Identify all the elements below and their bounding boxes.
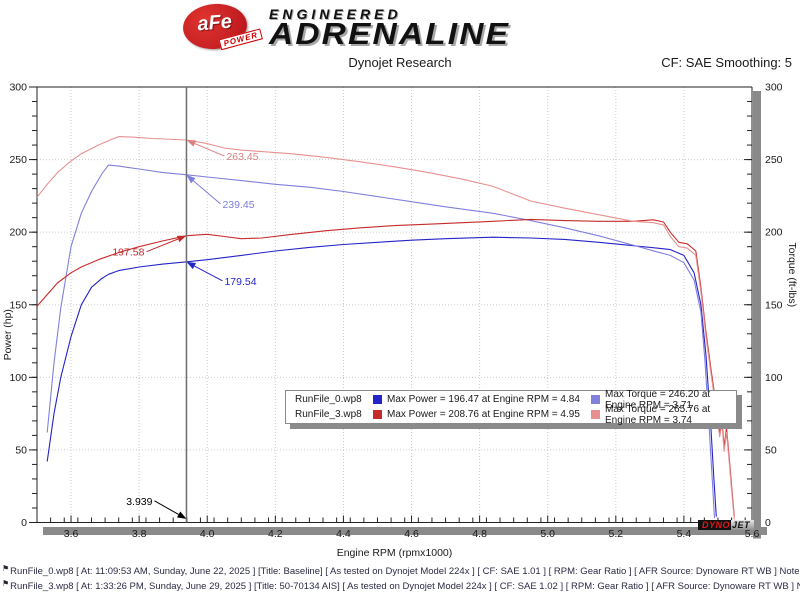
y-tick-label-left: 50 <box>15 444 27 456</box>
runfile-icon: ⚑ <box>2 579 10 588</box>
legend-max-power: Max Power = 196.47 at Engine RPM = 4.84 <box>387 394 580 405</box>
curve-runfile_3-power[interactable] <box>36 218 735 517</box>
run-info-line-runfile0: ⚑ RunFile_0.wp8 [ At: 11:09:53 AM, Sunda… <box>2 564 800 581</box>
run-info-line-runfile3: ⚑ RunFile_3.wp8 [ At: 1:33:26 PM, Sunday… <box>2 579 800 596</box>
y-tick-label-right: 50 <box>765 444 777 456</box>
legend-row-runfile0: RunFile_0.wp8 Max Power = 196.47 at Engi… <box>286 389 736 411</box>
y-tick-label-left: 250 <box>9 154 27 166</box>
afe-power-logo: aFe POWER <box>181 1 263 52</box>
page-title: Dynojet Research <box>348 55 452 70</box>
afe-power-brand: aFe POWER ENGINEERED ADRENALINE <box>181 1 508 52</box>
x-tick-label: 5.6 <box>745 528 760 540</box>
annotation-arrow-line <box>146 238 179 253</box>
legend-box[interactable]: RunFile_0.wp8 Max Power = 196.47 at Engi… <box>285 389 737 426</box>
x-axis-shadow-bar <box>43 527 767 535</box>
torque-swatch-runfile3 <box>591 410 600 419</box>
x-axis-title: Engine RPM (rpmx1000) <box>337 547 453 559</box>
power-swatch-runfile3 <box>373 410 382 419</box>
x-tick-label: 4.8 <box>472 528 487 540</box>
y-tick-label-right: 0 <box>765 517 771 529</box>
annotation-arrowhead <box>176 235 187 243</box>
annotation-arrow-line <box>154 500 179 515</box>
curve-runfile_0-power[interactable] <box>46 236 717 517</box>
dynojet-logo: DYNO JET <box>698 520 755 531</box>
y-tick-label-left: 0 <box>21 517 27 529</box>
legend-max-torque: Max Torque = 246.20 at Engine RPM = 3.71 <box>605 388 711 411</box>
y-tick-label-right: 200 <box>765 227 783 239</box>
y-tick-label-right: 300 <box>765 82 783 94</box>
y-tick-label-left: 200 <box>9 227 27 239</box>
x-tick-label: 3.6 <box>64 528 79 540</box>
run-info-text: RunFile_3.wp8 [ At: 1:33:26 PM, Sunday, … <box>10 581 800 592</box>
annotation-arrow-line <box>194 143 225 157</box>
annotation-arrowhead <box>186 140 197 147</box>
y-tick-label-left: 100 <box>9 372 27 384</box>
cf-smoothing-label: CF: SAE Smoothing: 5 <box>661 55 792 70</box>
y-tick-label-left: 150 <box>9 299 27 311</box>
brand-adrenaline: ADRENALINE <box>269 16 511 51</box>
run-info-text: RunFile_0.wp8 [ At: 11:09:53 AM, Sunday,… <box>10 566 800 577</box>
legend-file-name: RunFile_3.wp8 <box>295 409 362 420</box>
y-axis-title-torque: Torque (ft-lbs) <box>786 242 798 307</box>
legend-row-runfile3: RunFile_3.wp8 Max Power = 208.76 at Engi… <box>286 404 736 426</box>
y-tick-label-right: 250 <box>765 154 783 166</box>
x-tick-label: 4.2 <box>268 528 283 540</box>
legend-file-name: RunFile_0.wp8 <box>295 394 362 405</box>
afe-logo-text: aFe <box>196 10 233 36</box>
curve-runfile_0-torque[interactable] <box>46 164 716 519</box>
annotation-value-label: 3.939 <box>126 496 152 508</box>
annotation-arrowhead <box>176 511 187 519</box>
annotation-value-label: 263.45 <box>226 151 258 163</box>
annotation-arrow-line <box>192 180 221 205</box>
x-tick-label: 4.6 <box>404 528 419 540</box>
x-tick-label: 4.4 <box>336 528 351 540</box>
y-axis-title-power: Power (hp) <box>2 309 14 360</box>
runfile-icon: ⚑ <box>2 564 10 573</box>
legend-max-torque: Max Torque = 265.76 at Engine RPM = 3.74 <box>605 403 711 426</box>
annotation-arrowhead <box>186 174 196 184</box>
x-tick-label: 5.4 <box>677 528 692 540</box>
dynojet-logo-dyno: DYNO <box>698 520 732 530</box>
x-tick-label: 5.0 <box>540 528 555 540</box>
legend-max-power: Max Power = 208.76 at Engine RPM = 4.95 <box>387 409 580 420</box>
annotation-value-label: 179.54 <box>224 276 256 288</box>
x-tick-label: 5.2 <box>609 528 624 540</box>
annotation-value-label: 197.58 <box>112 247 144 259</box>
y-tick-label-left: 300 <box>9 82 27 94</box>
power-swatch-runfile0 <box>373 395 382 404</box>
y-axis-shadow-bar <box>753 91 761 539</box>
annotation-arrow-line <box>194 265 223 282</box>
brand-wordmark: ENGINEERED ADRENALINE <box>269 6 508 52</box>
curve-runfile_3-torque[interactable] <box>36 136 735 520</box>
y-tick-label-right: 150 <box>765 299 783 311</box>
dynojet-logo-jet: JET <box>731 520 755 530</box>
y-tick-label-right: 100 <box>765 372 783 384</box>
brand-engineered: ENGINEERED <box>269 6 402 22</box>
x-tick-label: 3.8 <box>132 528 147 540</box>
annotation-value-label: 239.45 <box>222 199 254 211</box>
torque-swatch-runfile0 <box>591 395 600 404</box>
x-tick-label: 4.0 <box>200 528 215 540</box>
annotation-arrowhead <box>186 261 197 270</box>
run-info-footer: ⚑ RunFile_0.wp8 [ At: 11:09:53 AM, Sunda… <box>2 564 800 596</box>
